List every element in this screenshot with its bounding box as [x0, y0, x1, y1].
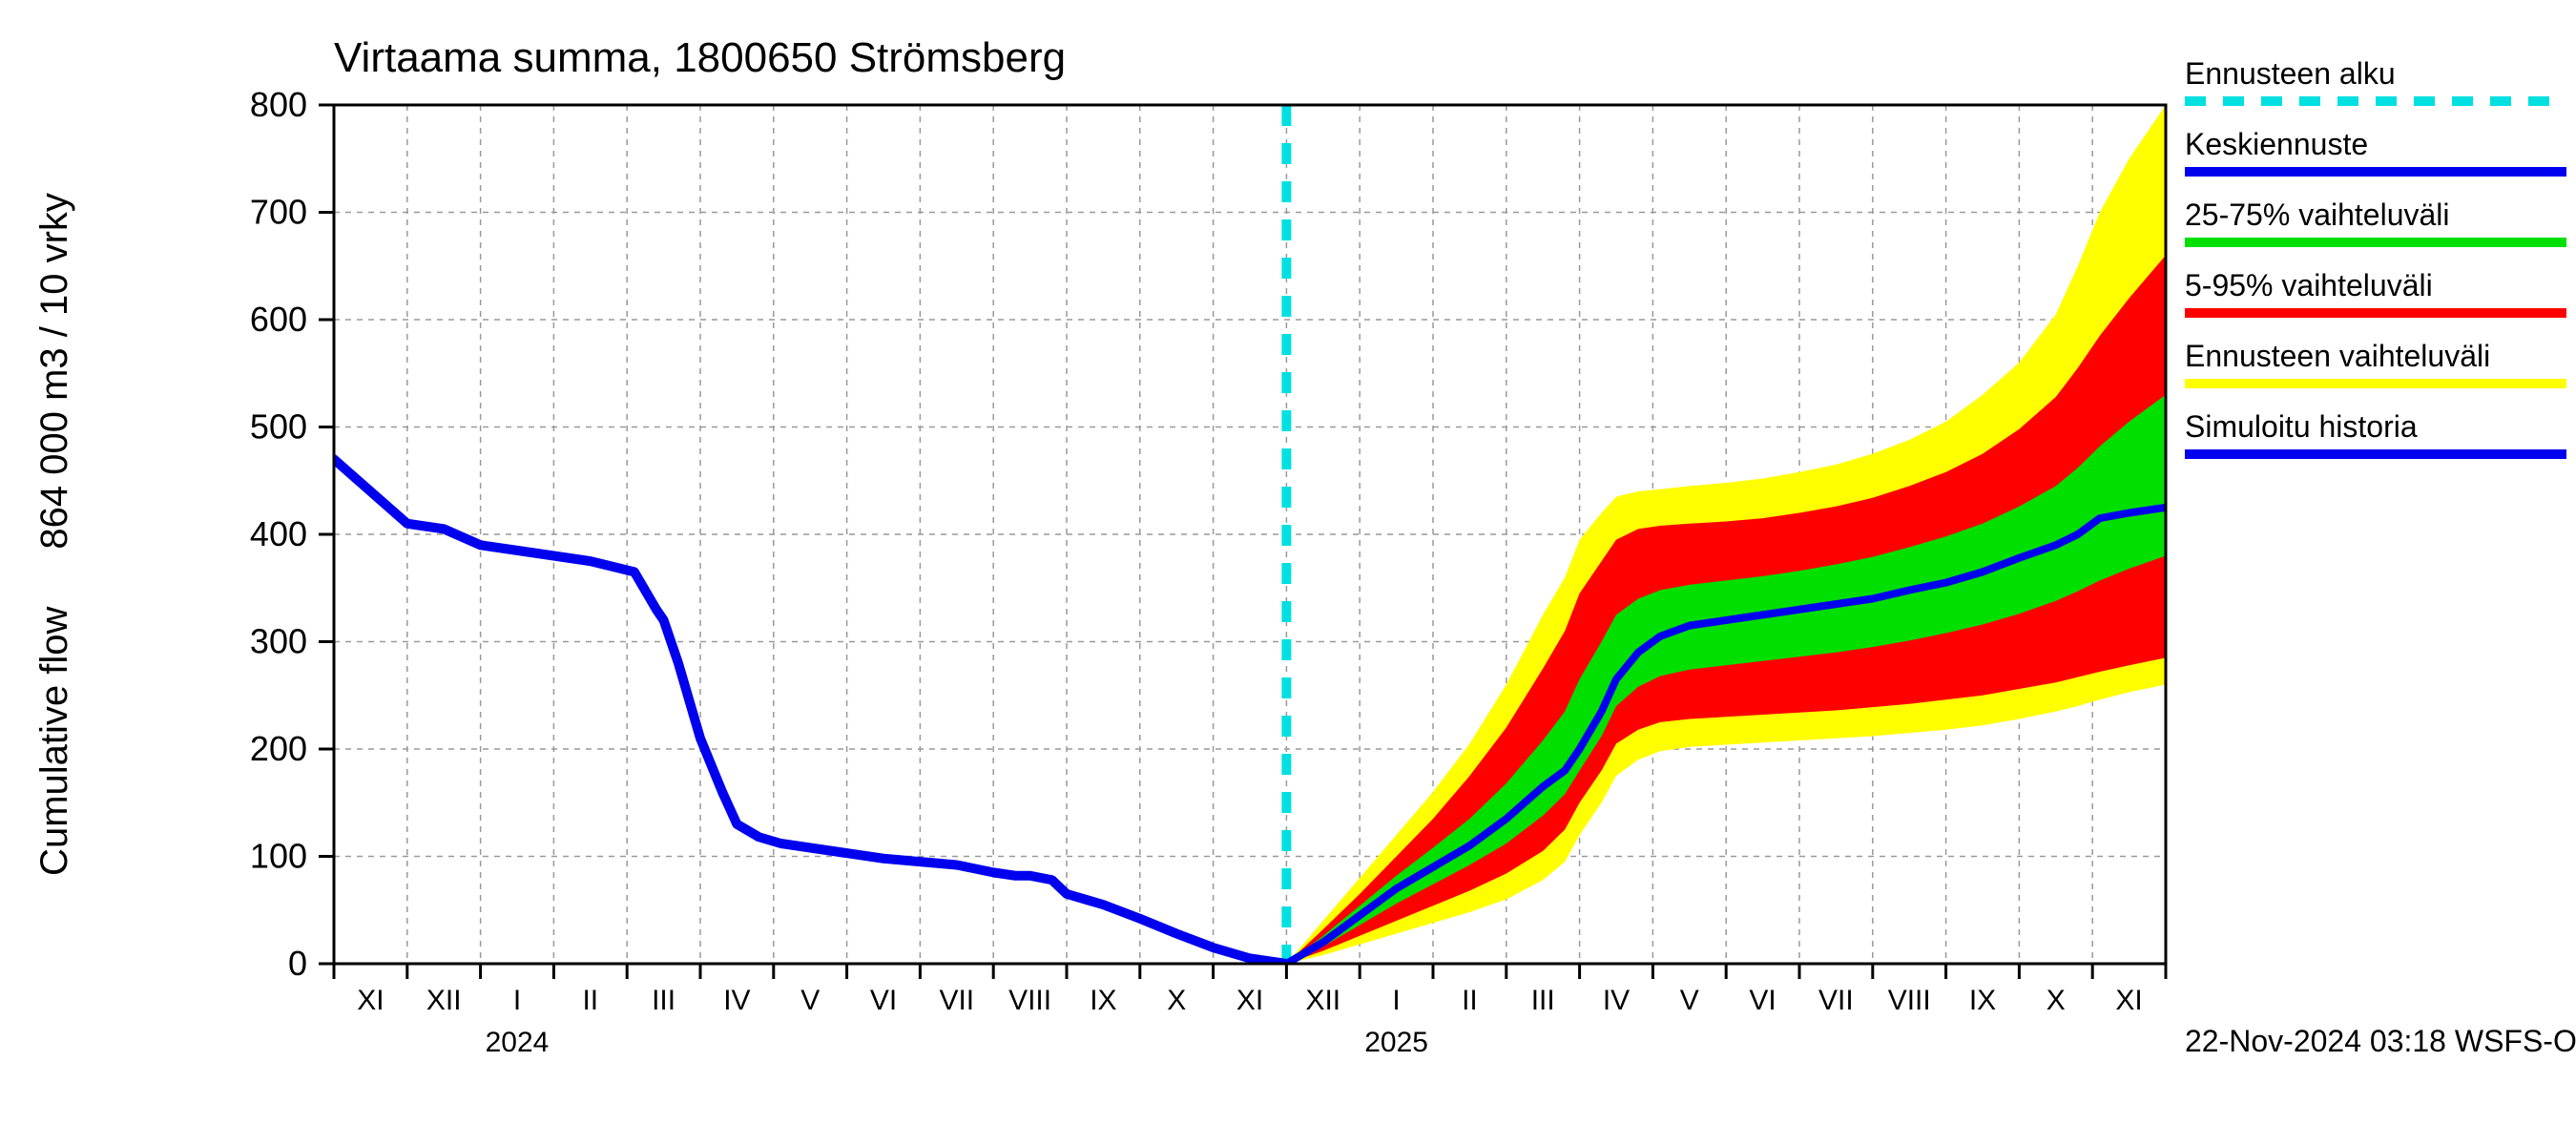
xtick-label: XII	[426, 985, 462, 1016]
ytick-label: 200	[250, 729, 307, 768]
y-axis-label: Cumulative flow864 000 m3 / 10 vrky	[33, 193, 75, 876]
xtick-label: VI	[870, 985, 897, 1016]
x-year-label: 2025	[1364, 1027, 1428, 1058]
chart-container: 0100200300400500600700800XIXIIIIIIIIIVVV…	[0, 0, 2576, 1145]
xtick-label: IV	[1603, 985, 1630, 1016]
xtick-label: XI	[2115, 985, 2142, 1016]
xtick-label: V	[1680, 985, 1699, 1016]
legend-label: Simuloitu historia	[2185, 409, 2418, 444]
ytick-label: 0	[288, 944, 307, 983]
xtick-label: V	[800, 985, 820, 1016]
xtick-label: IV	[723, 985, 750, 1016]
chart-title: Virtaama summa, 1800650 Strömsberg	[334, 34, 1066, 81]
xtick-label: VIII	[1008, 985, 1051, 1016]
xtick-label: XI	[357, 985, 384, 1016]
xtick-label: II	[1462, 985, 1478, 1016]
x-year-label: 2024	[486, 1027, 550, 1058]
ytick-label: 300	[250, 622, 307, 661]
ytick-label: 400	[250, 514, 307, 553]
legend-label: Keskiennuste	[2185, 127, 2368, 161]
xtick-label: I	[1392, 985, 1400, 1016]
ytick-label: 500	[250, 407, 307, 447]
ytick-label: 700	[250, 193, 307, 232]
legend-label: Ennusteen alku	[2185, 56, 2396, 91]
xtick-label: IX	[1090, 985, 1116, 1016]
xtick-label: VII	[939, 985, 974, 1016]
xtick-label: II	[582, 985, 598, 1016]
xtick-label: VIII	[1888, 985, 1931, 1016]
xtick-label: XI	[1236, 985, 1263, 1016]
xtick-label: VII	[1818, 985, 1854, 1016]
xtick-label: IX	[1969, 985, 1996, 1016]
xtick-label: X	[2046, 985, 2066, 1016]
legend-label: 25-75% vaihteluväli	[2185, 198, 2450, 232]
chart-svg: 0100200300400500600700800XIXIIIIIIIIIVVV…	[0, 0, 2576, 1145]
footer-text: 22-Nov-2024 03:18 WSFS-O	[2185, 1024, 2576, 1058]
xtick-label: I	[513, 985, 521, 1016]
xtick-label: VI	[1749, 985, 1776, 1016]
xtick-label: III	[1531, 985, 1555, 1016]
legend-label: 5-95% vaihteluväli	[2185, 268, 2433, 302]
xtick-label: X	[1167, 985, 1186, 1016]
xtick-label: III	[652, 985, 675, 1016]
legend-label: Ennusteen vaihteluväli	[2185, 339, 2490, 373]
ytick-label: 100	[250, 837, 307, 876]
ytick-label: 600	[250, 300, 307, 339]
xtick-label: XII	[1305, 985, 1340, 1016]
ytick-label: 800	[250, 85, 307, 124]
